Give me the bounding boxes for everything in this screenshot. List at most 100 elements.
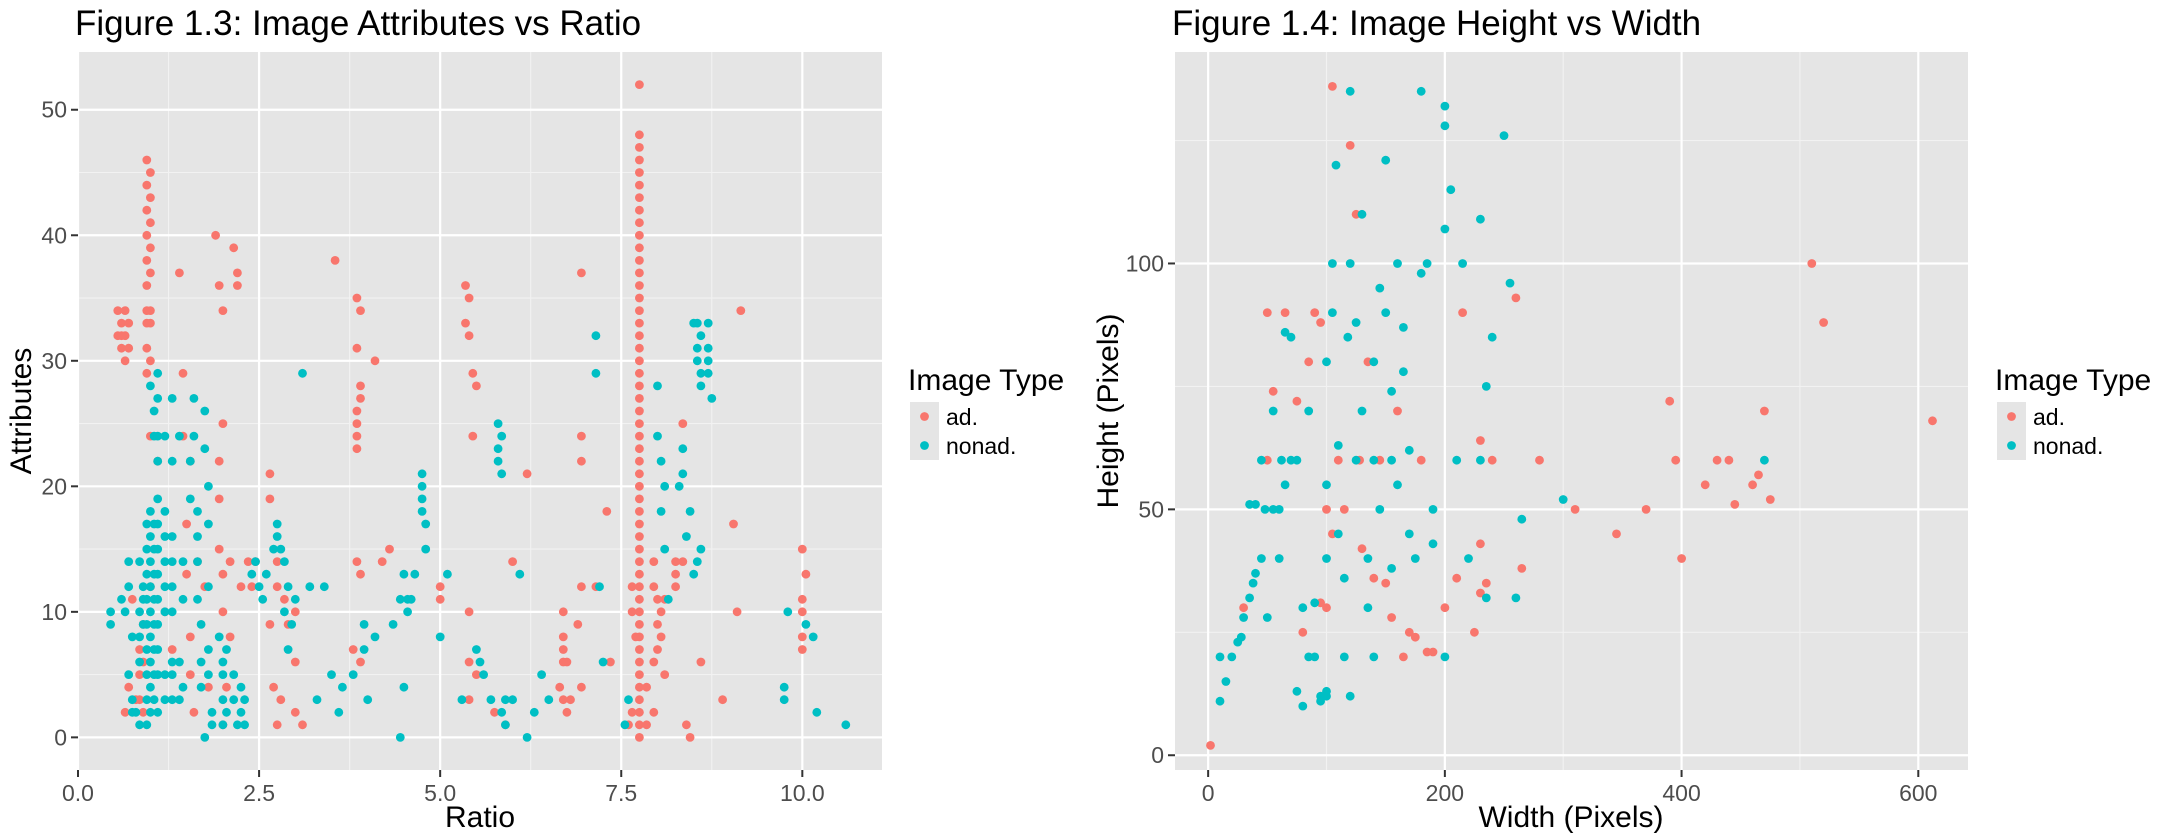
- data-point: [225, 632, 235, 642]
- y-tick-label: 100: [1126, 250, 1164, 276]
- data-point: [142, 670, 152, 679]
- data-point: [338, 682, 347, 692]
- data-point: [1277, 455, 1286, 465]
- data-point: [377, 557, 387, 566]
- data-point: [1387, 564, 1396, 573]
- data-point: [247, 582, 257, 592]
- data-point: [1322, 505, 1331, 514]
- data-point: [1310, 598, 1320, 608]
- chart-1-grid: [76, 52, 882, 770]
- data-point: [1369, 357, 1379, 367]
- data-point: [124, 557, 134, 566]
- data-point: [1819, 318, 1828, 327]
- data-point: [280, 557, 289, 566]
- data-point: [175, 657, 184, 667]
- data-point: [1470, 627, 1479, 637]
- data-point: [656, 632, 666, 642]
- data-point: [461, 318, 470, 328]
- legend-label: nonad.: [946, 433, 1016, 459]
- data-point: [801, 569, 811, 579]
- data-point: [1748, 480, 1757, 490]
- data-point: [218, 569, 228, 579]
- data-point: [200, 733, 210, 742]
- data-point: [229, 695, 239, 705]
- y-tick-label: 20: [41, 473, 67, 499]
- data-point: [276, 544, 286, 554]
- data-point: [635, 406, 644, 416]
- data-point: [352, 431, 362, 441]
- data-point: [696, 381, 706, 391]
- data-point: [1363, 554, 1373, 563]
- data-point: [142, 695, 152, 705]
- data-point: [635, 431, 644, 441]
- y-tick-label: 0: [54, 724, 67, 750]
- data-point: [497, 707, 507, 717]
- data-point: [674, 481, 684, 491]
- data-point: [359, 645, 369, 654]
- data-point: [127, 632, 137, 642]
- data-point: [591, 368, 601, 378]
- data-point: [642, 720, 651, 730]
- data-point: [1268, 386, 1278, 396]
- data-point: [1440, 603, 1450, 613]
- data-point: [703, 368, 713, 378]
- data-point: [1760, 455, 1769, 465]
- data-point: [388, 620, 398, 629]
- data-point: [410, 569, 420, 579]
- data-point: [808, 632, 818, 642]
- data-point: [515, 569, 525, 579]
- data-point: [692, 343, 702, 353]
- data-point: [1487, 332, 1497, 342]
- data-point: [797, 632, 807, 642]
- data-point: [635, 155, 644, 165]
- data-point: [222, 707, 231, 717]
- data-point: [472, 645, 481, 654]
- data-point: [457, 695, 467, 705]
- data-point: [801, 620, 811, 629]
- data-point: [283, 582, 293, 592]
- data-point: [243, 557, 253, 566]
- data-point: [635, 695, 644, 705]
- data-point: [160, 670, 170, 679]
- data-point: [167, 695, 177, 705]
- data-point: [635, 456, 644, 466]
- data-point: [272, 557, 282, 566]
- data-point: [135, 645, 145, 654]
- data-point: [718, 695, 727, 705]
- data-point: [635, 507, 644, 516]
- data-point: [352, 557, 362, 566]
- data-point: [319, 582, 329, 592]
- data-point: [1280, 480, 1290, 490]
- data-point: [146, 657, 155, 667]
- data-point: [635, 293, 644, 303]
- data-point: [1452, 573, 1462, 583]
- data-point: [635, 306, 644, 315]
- data-point: [290, 707, 300, 717]
- data-point: [635, 481, 644, 491]
- data-point: [1428, 647, 1438, 657]
- data-point: [272, 720, 282, 730]
- data-point: [558, 632, 568, 642]
- data-point: [671, 569, 680, 579]
- data-point: [1339, 505, 1349, 514]
- data-point: [1251, 500, 1260, 509]
- data-point: [692, 356, 702, 366]
- data-point: [359, 620, 369, 629]
- data-point: [117, 343, 126, 353]
- data-point: [160, 532, 170, 541]
- data-point: [290, 594, 300, 604]
- data-point: [635, 356, 644, 366]
- data-point: [635, 368, 644, 378]
- data-point: [1316, 318, 1325, 327]
- data-point: [287, 620, 297, 629]
- data-point: [468, 431, 478, 441]
- data-point: [1298, 603, 1308, 613]
- data-point: [233, 281, 242, 290]
- data-point: [1328, 308, 1337, 317]
- data-point: [1754, 470, 1763, 480]
- data-point: [1517, 514, 1527, 524]
- data-point: [120, 306, 130, 315]
- data-point: [656, 607, 666, 617]
- data-point: [258, 594, 268, 604]
- data-point: [635, 331, 644, 341]
